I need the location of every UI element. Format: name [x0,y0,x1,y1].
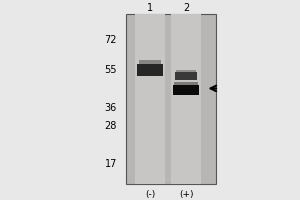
Text: (+): (+) [179,190,193,198]
FancyBboxPatch shape [139,60,161,64]
Text: 36: 36 [105,103,117,113]
FancyBboxPatch shape [135,14,165,184]
FancyBboxPatch shape [174,82,198,85]
Text: 1: 1 [147,3,153,13]
Text: 2: 2 [183,3,189,13]
Text: 55: 55 [104,65,117,75]
FancyBboxPatch shape [175,72,197,80]
Text: 72: 72 [104,35,117,45]
FancyBboxPatch shape [171,14,201,184]
FancyBboxPatch shape [137,64,163,76]
FancyBboxPatch shape [172,85,200,95]
FancyBboxPatch shape [126,14,216,184]
Text: (-): (-) [145,190,155,198]
Text: 17: 17 [105,159,117,169]
Text: 28: 28 [105,121,117,131]
FancyBboxPatch shape [176,70,196,72]
